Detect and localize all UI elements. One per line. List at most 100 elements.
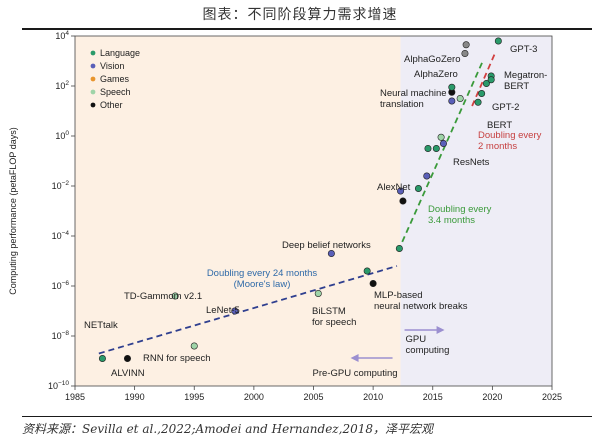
data-point (437, 133, 445, 141)
data-point (432, 145, 440, 153)
data-point (448, 97, 456, 105)
point-label: TD-Gammom v2.1 (124, 291, 202, 302)
pre-gpu-era-label: Pre-GPU computing (313, 368, 398, 379)
data-point (474, 98, 482, 106)
legend-marker (90, 63, 96, 69)
data-point (190, 342, 198, 350)
point-label: GPT-3 (510, 44, 537, 55)
legend-marker (90, 76, 96, 82)
y-tick-label: 102 (55, 80, 69, 91)
trend-label: Doubling every (478, 130, 542, 141)
data-point (456, 95, 464, 103)
gpu-era-label: GPU (406, 334, 427, 345)
point-label: for speech (312, 317, 356, 328)
data-point (462, 41, 470, 49)
data-point (363, 267, 371, 275)
x-tick-label: 2005 (303, 392, 323, 402)
data-point (461, 49, 469, 57)
data-point (423, 172, 431, 180)
trend-label: 3.4 months (428, 215, 475, 226)
data-point (494, 37, 502, 45)
x-tick-label: 2025 (542, 392, 562, 402)
data-point (414, 185, 422, 193)
trend-label: Doubling every 24 months (207, 268, 318, 279)
data-point (314, 289, 322, 297)
data-point (482, 80, 490, 88)
trend-line (397, 60, 484, 252)
point-label: Megatron- (504, 70, 547, 81)
data-points (98, 37, 502, 362)
figure-title: 图表：不同阶段算力需求增速 (202, 7, 398, 23)
data-point (369, 279, 377, 287)
trend-lines: Doubling every 24 months(Moore's law) Dou… (98, 50, 542, 355)
point-label: ResNets (453, 157, 490, 168)
y-tick-label: 10−10 (48, 380, 69, 391)
data-point (231, 307, 239, 315)
x-tick-label: 1985 (65, 392, 85, 402)
y-tick-label: 100 (55, 130, 69, 141)
x-tick-label: 2000 (244, 392, 264, 402)
data-point (487, 76, 495, 84)
source-note: 资料来源：Sevilla et al.,2022;Amodei and Hern… (22, 422, 433, 436)
y-tick-label: 10−2 (52, 180, 70, 191)
point-label: NETtalk (84, 320, 118, 331)
trend-line (98, 265, 398, 355)
point-labels: NETtalk ALVINN TD-Gammom v2.1 RNN for speec… (84, 44, 547, 379)
legend-marker (90, 102, 96, 108)
y-axis-label: Computing performance (petaFLOP days) (8, 127, 18, 294)
y-tick-label: 104 (55, 30, 69, 41)
legend: Language Vision Games Speech Other (90, 48, 140, 110)
data-point (327, 250, 335, 258)
point-label: ALVINN (111, 368, 145, 379)
point-label: MLP-based (374, 290, 423, 301)
y-tick-label: 10−8 (52, 330, 70, 341)
x-tick-label: 1990 (125, 392, 145, 402)
legend-label: Language (100, 48, 140, 58)
trend-label: Doubling every (428, 204, 492, 215)
data-point (448, 83, 456, 91)
pre-gpu-background (75, 36, 401, 386)
point-label: BiLSTM (312, 306, 346, 317)
point-label: AlphaZero (414, 69, 458, 80)
data-point (171, 292, 179, 300)
bottom-rule (22, 416, 592, 417)
x-tick-label: 2015 (423, 392, 443, 402)
x-tick-label: 1995 (184, 392, 204, 402)
data-point (395, 245, 403, 253)
legend-label: Speech (100, 87, 131, 97)
top-rule (22, 28, 592, 30)
gpu-era-label: computing (406, 345, 450, 356)
point-label: LeNet-5 (206, 305, 240, 316)
data-point (424, 145, 432, 153)
point-label: GPT-2 (492, 102, 519, 113)
data-point (399, 197, 407, 205)
point-label: BERT (504, 81, 529, 92)
data-point (397, 187, 405, 195)
pre-gpu-arrow-head (350, 354, 359, 362)
point-label: neural network breaks (374, 301, 468, 312)
point-label: translation (380, 99, 424, 110)
legend-label: Games (100, 74, 130, 84)
legend-marker (90, 89, 96, 95)
data-point (478, 90, 486, 98)
legend-label: Vision (100, 61, 124, 71)
y-tick-label: 10−6 (52, 280, 70, 291)
y-tick-label: 10−4 (52, 230, 70, 241)
point-label: RNN for speech (143, 353, 211, 364)
axes: 1985 1990 1995 2000 2005 2010 2015 2020 2025 10−1… (48, 30, 562, 402)
data-point (98, 354, 106, 362)
point-label: AlexNet (377, 182, 411, 193)
point-label: Neural machine (380, 88, 447, 99)
trend-label: 2 months (478, 141, 517, 152)
trend-label: (Moore's law) (234, 279, 291, 290)
point-label: BERT (487, 120, 512, 131)
gpu-arrow-head (436, 326, 445, 334)
legend-marker (90, 50, 96, 56)
point-label: Deep belief networks (282, 240, 371, 251)
x-tick-label: 2010 (363, 392, 383, 402)
point-label: AlphaGoZero (404, 54, 461, 65)
x-tick-label: 2020 (482, 392, 502, 402)
data-point (439, 140, 447, 148)
